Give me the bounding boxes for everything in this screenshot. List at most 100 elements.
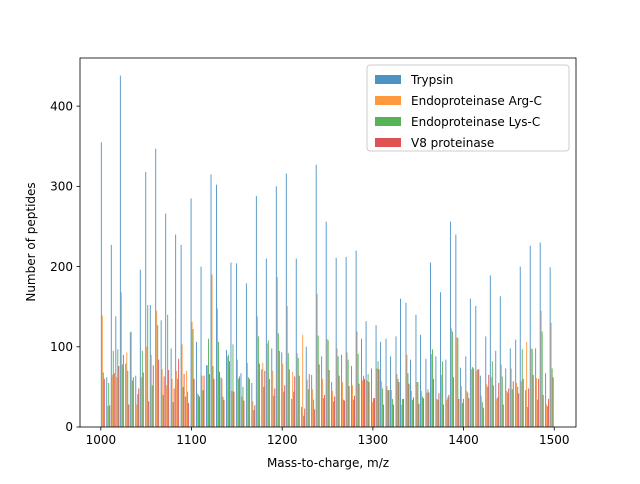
bar: [158, 360, 159, 427]
bar: [314, 409, 315, 427]
bar: [222, 379, 223, 427]
bar: [339, 376, 340, 427]
bar: [109, 405, 110, 427]
bar: [187, 392, 188, 427]
bar: [516, 383, 517, 427]
x-tick-label: 1300: [358, 433, 389, 447]
legend-swatch: [375, 96, 401, 105]
bar: [273, 396, 274, 427]
bar: [531, 348, 532, 427]
bar: [467, 393, 468, 427]
bar: [279, 351, 280, 427]
bar: [208, 339, 209, 427]
bar: [462, 403, 463, 427]
bar: [232, 391, 233, 427]
bar: [277, 277, 278, 427]
bar: [538, 379, 539, 427]
bar: [316, 165, 317, 427]
bar: [348, 360, 349, 427]
bar: [398, 379, 399, 427]
bar: [428, 393, 429, 427]
bar: [246, 283, 247, 427]
bar: [313, 400, 314, 427]
bar: [120, 76, 121, 427]
bar: [162, 369, 163, 427]
bar: [234, 392, 235, 427]
bar: [183, 387, 184, 427]
bar: [327, 339, 328, 427]
bar: [480, 376, 481, 427]
bar: [452, 332, 453, 427]
bar: [233, 344, 234, 427]
bar: [343, 400, 344, 427]
bar: [338, 356, 339, 427]
bar: [515, 340, 516, 427]
bar: [218, 342, 219, 427]
bar: [185, 397, 186, 427]
bar: [135, 376, 136, 427]
bar: [262, 363, 263, 427]
bar: [413, 397, 414, 427]
bar: [408, 373, 409, 427]
bar: [397, 374, 398, 427]
bar: [526, 342, 527, 427]
bar: [282, 364, 283, 427]
bar: [197, 393, 198, 427]
bar: [510, 348, 511, 427]
bar: [497, 397, 498, 427]
bar: [108, 383, 109, 427]
bar: [381, 381, 382, 427]
bar: [540, 243, 541, 428]
bar: [364, 379, 365, 427]
bar: [422, 397, 423, 427]
bar: [281, 352, 282, 427]
bar: [167, 315, 168, 427]
bar: [219, 372, 220, 427]
bar: [463, 399, 464, 427]
bar: [137, 394, 138, 427]
bar: [378, 361, 379, 427]
bar: [420, 335, 421, 427]
bar: [151, 355, 152, 427]
bar: [173, 402, 174, 427]
bar: [186, 371, 187, 427]
bar: [163, 395, 164, 427]
bar: [259, 364, 260, 427]
bar: [465, 356, 466, 427]
bar: [456, 337, 457, 427]
bar: [296, 259, 297, 427]
bar: [347, 352, 348, 427]
bar: [331, 382, 332, 427]
bar: [411, 391, 412, 427]
bar: [427, 389, 428, 427]
bar: [496, 399, 497, 427]
bar: [341, 355, 342, 427]
bar: [226, 350, 227, 427]
bar: [117, 349, 118, 427]
bar: [448, 395, 449, 427]
x-tick-label: 1200: [267, 433, 298, 447]
bar: [304, 409, 305, 427]
bar: [377, 368, 378, 427]
bar: [363, 376, 364, 427]
bar: [177, 379, 178, 427]
bar: [263, 387, 264, 427]
bar: [409, 384, 410, 427]
bar: [148, 401, 149, 427]
bar: [147, 305, 148, 427]
bar: [175, 234, 176, 427]
bar: [111, 245, 112, 427]
bar: [302, 335, 303, 427]
bar: [337, 348, 338, 427]
bar: [238, 379, 239, 427]
legend-label: V8 proteinase: [411, 136, 494, 150]
bar: [407, 355, 408, 427]
bar: [373, 398, 374, 427]
bar: [512, 389, 513, 427]
bar: [217, 308, 218, 427]
bar: [552, 368, 553, 427]
bar: [207, 365, 208, 427]
bar: [198, 395, 199, 427]
bar: [392, 399, 393, 427]
bar: [490, 275, 491, 427]
